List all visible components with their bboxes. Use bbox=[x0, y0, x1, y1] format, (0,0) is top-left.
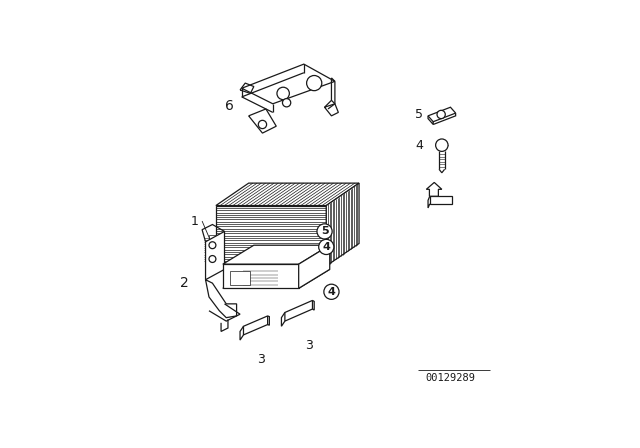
Polygon shape bbox=[216, 206, 326, 266]
Text: 2: 2 bbox=[180, 276, 189, 290]
Text: 4: 4 bbox=[323, 242, 330, 252]
Circle shape bbox=[277, 87, 289, 99]
Text: 5: 5 bbox=[321, 226, 328, 237]
Polygon shape bbox=[223, 245, 330, 264]
Polygon shape bbox=[285, 301, 312, 321]
Circle shape bbox=[436, 139, 448, 151]
Text: 00129289: 00129289 bbox=[426, 373, 476, 383]
Polygon shape bbox=[243, 316, 268, 335]
Text: 5: 5 bbox=[415, 108, 424, 121]
Circle shape bbox=[282, 99, 291, 107]
Polygon shape bbox=[223, 269, 330, 289]
Circle shape bbox=[319, 239, 334, 254]
Circle shape bbox=[437, 110, 445, 119]
Polygon shape bbox=[242, 64, 335, 104]
Circle shape bbox=[209, 255, 216, 263]
Text: 6: 6 bbox=[225, 99, 234, 113]
Circle shape bbox=[209, 242, 216, 249]
Circle shape bbox=[307, 76, 322, 90]
Polygon shape bbox=[426, 182, 442, 196]
Polygon shape bbox=[223, 264, 299, 289]
Polygon shape bbox=[299, 245, 330, 289]
Circle shape bbox=[259, 121, 267, 129]
Polygon shape bbox=[326, 183, 359, 266]
Polygon shape bbox=[209, 235, 216, 263]
Polygon shape bbox=[205, 232, 225, 280]
Polygon shape bbox=[430, 196, 452, 204]
Text: 3: 3 bbox=[257, 353, 265, 366]
Polygon shape bbox=[216, 183, 359, 206]
Polygon shape bbox=[230, 271, 250, 285]
Circle shape bbox=[317, 224, 332, 239]
Text: 1: 1 bbox=[191, 215, 198, 228]
Text: 4: 4 bbox=[328, 287, 335, 297]
Circle shape bbox=[324, 284, 339, 299]
Polygon shape bbox=[428, 107, 456, 122]
Text: 4: 4 bbox=[415, 139, 423, 152]
Text: 3: 3 bbox=[305, 339, 313, 352]
